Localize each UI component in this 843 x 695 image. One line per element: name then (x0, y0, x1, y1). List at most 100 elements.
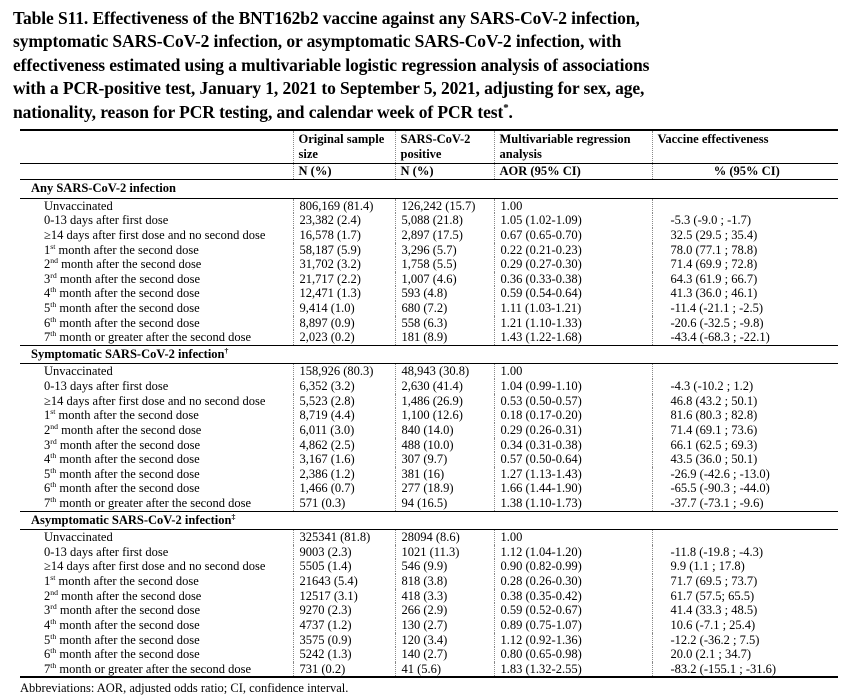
cell-sars-cov-2-positive: 818 (3.8) (394, 574, 494, 589)
cell-aor-95ci: 0.28 (0.26-0.30) (493, 574, 652, 589)
table-row: Unvaccinated 806,169 (81.4) 126,242 (15.7)… (20, 198, 838, 214)
row-label-post: month after the second dose (56, 466, 200, 481)
cell-sars-cov-2-positive: 546 (9.9) (394, 559, 494, 574)
row-label: 3rd month after the second dose (20, 272, 293, 287)
cell-vaccine-effectiveness: -20.6 (-32.5 ; -9.8) (651, 315, 838, 331)
results-table: Original sample size SARS-CoV-2 positive… (20, 129, 838, 679)
row-label-post: month after the second dose (55, 242, 199, 257)
row-label: 4th month after the second dose (20, 452, 293, 467)
title-line: Table S11. Effectiveness of the BNT162b2… (13, 8, 640, 28)
table-row: 0-13 days after first dose 6,352 (3.2) 2,6… (20, 379, 838, 394)
cell-aor-95ci: 0.18 (0.17-0.20) (493, 408, 652, 423)
row-label: 6th month after the second dose (20, 481, 293, 496)
cell-vaccine-effectiveness: 81.6 (80.3 ; 82.8) (651, 408, 838, 423)
row-label-post: month after the second dose (56, 603, 201, 618)
row-label: 6th month after the second dose (20, 647, 293, 662)
row-label-post: month or greater after the second dose (56, 330, 251, 345)
cell-aor-95ci: 1.00 (493, 198, 652, 214)
col-header-sars-cov-2-positive: SARS-CoV-2 positive (394, 130, 494, 164)
cell-aor-95ci: 0.36 (0.33-0.38) (493, 271, 652, 287)
cell-vaccine-effectiveness: -11.4 (-21.1 ; -2.5) (651, 301, 838, 316)
cell-vaccine-effectiveness: -65.5 (-90.3 ; -44.0) (651, 481, 838, 496)
cell-vaccine-effectiveness: 78.0 (77.1 ; 78.8) (651, 242, 838, 258)
cell-original-sample-size: 158,926 (80.3) (292, 363, 395, 379)
cell-aor-95ci: 1.05 (1.02-1.09) (493, 213, 652, 228)
cell-sars-cov-2-positive: 680 (7.2) (394, 301, 494, 316)
row-label-post: month after the second dose (58, 422, 202, 437)
table-row: 3rd month after the second dose 21,717 (2… (20, 271, 838, 287)
row-label-pre: Unvaccinated (44, 364, 113, 379)
table-row: ≥14 days after first dose and no second … (20, 227, 838, 243)
cell-sars-cov-2-positive: 181 (8.9) (394, 330, 494, 346)
col-header-empty (20, 130, 293, 164)
table-row: 3rd month after the second dose 9270 (2.3… (20, 603, 838, 618)
section-header-row: Asymptomatic SARS-CoV-2 infection‡ (20, 510, 838, 531)
subheader-empty (20, 163, 293, 181)
table-row: 2nd month after the second dose 31,702 (3… (20, 257, 838, 272)
col-header-multivariable-regression: Multivariable regression analysis (493, 130, 652, 164)
row-label-pre: 0-13 days after first dose (44, 379, 169, 393)
cell-vaccine-effectiveness: -4.3 (-10.2 ; 1.2) (651, 379, 838, 394)
table-row: ≥14 days after first dose and no second … (20, 393, 838, 409)
row-label: 5th month after the second dose (20, 467, 293, 482)
cell-original-sample-size: 31,702 (3.2) (292, 257, 395, 272)
cell-sars-cov-2-positive: 1,758 (5.5) (394, 257, 494, 272)
cell-vaccine-effectiveness: 61.7 (57.5; 65.5) (651, 588, 838, 604)
column-header-row: Original sample size SARS-CoV-2 positive… (20, 130, 838, 164)
section-footnote-marker: † (224, 345, 229, 355)
column-subheader-row: N (%) N (%) AOR (95% CI) % (95% CI) (20, 163, 838, 181)
cell-vaccine-effectiveness (651, 363, 838, 379)
cell-aor-95ci: 1.43 (1.22-1.68) (493, 330, 652, 346)
cell-aor-95ci: 0.34 (0.31-0.38) (493, 437, 652, 453)
cell-vaccine-effectiveness: 20.0 (2.1 ; 34.7) (651, 647, 838, 662)
cell-original-sample-size: 1,466 (0.7) (292, 481, 395, 496)
row-label-pre: 5 (44, 301, 51, 315)
cell-sars-cov-2-positive: 94 (16.5) (394, 496, 494, 512)
cell-original-sample-size: 5505 (1.4) (292, 559, 395, 574)
cell-vaccine-effectiveness: 41.4 (33.3 ; 48.5) (651, 603, 838, 618)
cell-sars-cov-2-positive: 307 (9.7) (394, 452, 494, 467)
row-label-post: month after the second dose (55, 408, 199, 423)
row-label-pre: 2 (44, 422, 51, 437)
section-header-row: Symptomatic SARS-CoV-2 infection† (20, 344, 838, 365)
row-label-pre: 6 (44, 647, 51, 662)
row-label-pre: 1 (44, 242, 51, 257)
row-label-pre: 4 (44, 452, 51, 467)
cell-original-sample-size: 806,169 (81.4) (292, 198, 395, 214)
cell-original-sample-size: 12517 (3.1) (292, 588, 395, 604)
table-row: 5th month after the second dose 3575 (0.9… (20, 632, 838, 648)
cell-aor-95ci: 1.21 (1.10-1.33) (493, 315, 652, 331)
row-label-post: month after the second dose (56, 315, 200, 330)
row-label: ≥14 days after first dose and no second … (20, 394, 293, 409)
section-label-text: Any SARS-CoV-2 infection (31, 181, 176, 196)
row-label-post: month or greater after the second dose (56, 496, 251, 510)
row-label: 0-13 days after first dose (20, 545, 293, 560)
cell-vaccine-effectiveness: 66.1 (62.5 ; 69.3) (651, 437, 838, 453)
row-label-post: month after the second dose (56, 617, 200, 632)
title-line: with a PCR-positive test, January 1, 202… (13, 78, 645, 99)
cell-vaccine-effectiveness: 71.7 (69.5 ; 73.7) (651, 574, 838, 589)
row-label-post: month after the second dose (56, 301, 200, 315)
cell-original-sample-size: 571 (0.3) (292, 496, 395, 512)
table-row: 7th month or greater after the second do… (20, 661, 838, 678)
section-footnote-marker: ‡ (231, 511, 236, 521)
table-row: 4th month after the second dose 3,167 (1.… (20, 452, 838, 467)
table-row: 1st month after the second dose 8,719 (4.… (20, 408, 838, 423)
section-label: Symptomatic SARS-CoV-2 infection† (20, 344, 838, 365)
row-label-pre: 1 (44, 574, 51, 588)
cell-vaccine-effectiveness: 43.5 (36.0 ; 50.1) (651, 452, 838, 467)
cell-original-sample-size: 23,382 (2.4) (292, 213, 395, 228)
row-label: 5th month after the second dose (20, 301, 293, 316)
row-label-ordinal: th (50, 466, 57, 475)
row-label: 4th month after the second dose (20, 618, 293, 633)
row-label: 1st month after the second dose (20, 243, 293, 258)
row-label-pre: 0-13 days after first dose (44, 544, 169, 559)
row-label-ordinal: th (50, 496, 57, 504)
cell-original-sample-size: 5242 (1.3) (292, 647, 395, 662)
row-label: ≥14 days after first dose and no second … (20, 228, 293, 243)
row-label-pre: 4 (44, 617, 51, 632)
table-body: Any SARS-CoV-2 infection Unvaccinated 806,… (20, 179, 838, 678)
row-label: 4th month after the second dose (20, 286, 293, 301)
row-label-post: month after the second dose (56, 452, 200, 467)
